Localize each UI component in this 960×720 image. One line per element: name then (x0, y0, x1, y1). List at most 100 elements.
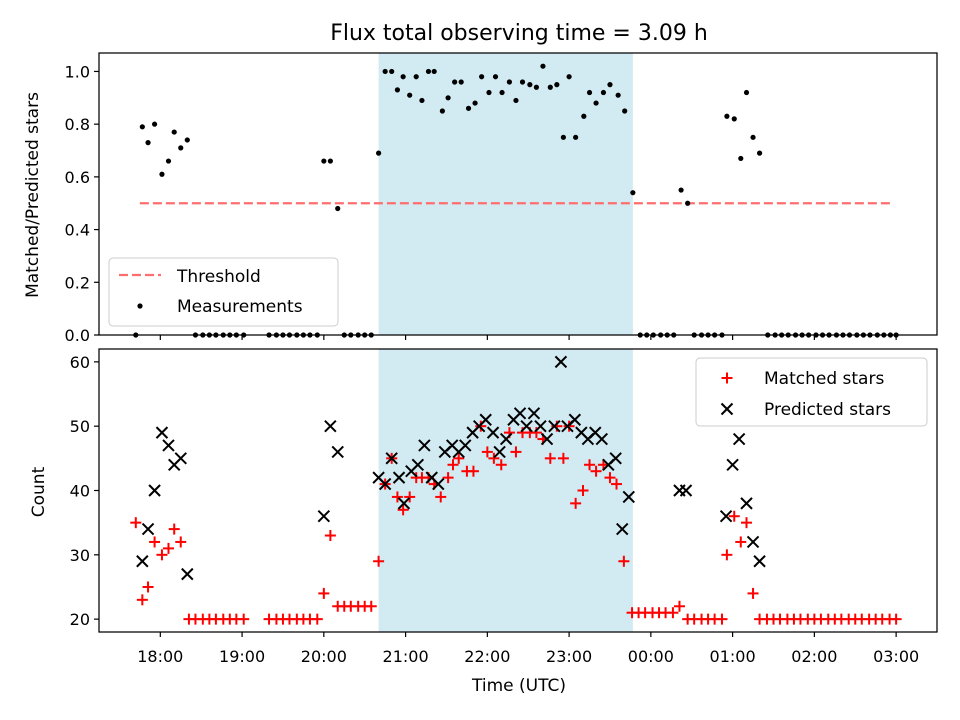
measurement-point (519, 79, 526, 85)
matched-star-point (453, 452, 465, 464)
measurement-point (527, 82, 533, 88)
matched-star-point (735, 536, 747, 548)
predicted-star-point-b (513, 407, 527, 420)
predicted-star-point-b (155, 426, 169, 439)
matched-star-point (673, 600, 685, 612)
matched-star-point (238, 613, 250, 625)
predicted-star-point (136, 555, 149, 568)
predicted-star-point-b (445, 439, 459, 452)
matched-star-point (563, 420, 575, 432)
predicted-star-point (148, 484, 161, 497)
matched-star-point (142, 581, 154, 593)
matched-star-point (481, 446, 493, 458)
matched-star-point (611, 478, 623, 490)
top-legend: Threshold Measurements (108, 257, 339, 327)
legend-box (695, 357, 928, 427)
measurement-point (184, 137, 190, 143)
predicted-star-point (459, 439, 472, 452)
predicted-star-point-b (548, 419, 561, 433)
top-plot-frame (98, 52, 938, 336)
predicted-star-point-b (136, 555, 149, 568)
predicted-star-point-b (493, 445, 506, 459)
predicted-star-point (324, 419, 337, 433)
measurement-point (513, 97, 519, 104)
matched-star-point (318, 587, 330, 599)
predicted-star-point (432, 477, 445, 491)
legend-measurements-label: Measurements (177, 297, 303, 317)
matched-star-point (373, 555, 385, 567)
predicted-star-point-b (148, 484, 161, 497)
y-tick-label: 40 (70, 482, 90, 501)
predicted-star-point-b (418, 439, 431, 452)
x-tick-label: 18:00 (137, 647, 183, 666)
predicted-star-point (141, 522, 155, 536)
matched-star-point (324, 530, 336, 542)
y-tick-label: 50 (70, 417, 90, 436)
predicted-star-point-b (719, 510, 733, 523)
y-tick-label: 0.8 (65, 115, 90, 134)
predicted-star-point (527, 407, 541, 420)
predicted-star-point (378, 477, 392, 491)
predicted-star-point (595, 432, 609, 446)
y-tick-label: 20 (70, 610, 90, 629)
measurement-point (376, 150, 382, 156)
predicted-star-point-b (317, 510, 331, 523)
predicted-star-point-b (595, 432, 609, 446)
measurement-point (382, 68, 388, 75)
predicted-star-point (397, 497, 411, 510)
legend-box (108, 257, 339, 327)
measurement-point (685, 200, 691, 206)
legend-predicted-swatch (720, 402, 734, 416)
predicted-star-point (679, 484, 693, 497)
matched-star-point (156, 549, 168, 561)
predicted-star-point-b (397, 497, 411, 510)
predicted-star-point-b (527, 407, 541, 420)
predicted-star-point-b (679, 484, 693, 497)
predicted-star-point-b (746, 535, 760, 549)
measurement-point (581, 113, 587, 119)
predicted-star-point-b (534, 419, 547, 433)
measurement-point (407, 92, 413, 98)
measurement-point (560, 134, 566, 140)
measurement-point (499, 89, 505, 96)
matched-star-point (442, 472, 454, 484)
matched-star-point (467, 465, 479, 477)
y-tick-label: 0.0 (65, 326, 90, 345)
predicted-star-point (317, 510, 331, 523)
measurement-point (178, 145, 184, 151)
matched-star-point (365, 600, 377, 612)
measurement-point (413, 74, 419, 80)
predicted-star-point-b (732, 432, 746, 446)
x-tick-label: 21:00 (383, 647, 429, 666)
measurement-point (586, 89, 593, 96)
matched-star-point (584, 459, 596, 471)
predicted-star-point-b (499, 432, 513, 446)
matched-star-point (391, 491, 403, 503)
predicted-star-point-b (459, 439, 472, 452)
y-tick-label: 0.6 (65, 168, 90, 187)
measurement-point (171, 129, 177, 135)
bottom-y-axis-ticks: 20 30 40 50 60 (70, 353, 99, 629)
matched-star-point (510, 446, 522, 458)
predicted-star-point-b (540, 432, 554, 446)
chart-title: Flux total observing time = 3.09 h (330, 21, 708, 46)
predicted-star-point-b (425, 471, 438, 484)
predicted-star-point-b (479, 413, 492, 426)
matched-star-point (721, 549, 733, 561)
predicted-star-point-b (616, 522, 629, 536)
predicted-star-point (331, 445, 344, 459)
matched-star-point (175, 536, 187, 548)
measurement-point (750, 134, 756, 140)
matched-star-point (544, 452, 556, 464)
matched-star-point (162, 542, 174, 554)
measurement-point (159, 171, 165, 177)
measurement-point (678, 187, 684, 193)
predicted-star-point (155, 426, 169, 439)
measurement-point (600, 89, 607, 96)
top-x-axis-ticks (159, 335, 897, 340)
predicted-star-point (732, 432, 746, 446)
y-tick-label: 0.4 (65, 221, 90, 240)
predicted-star-point (499, 432, 513, 446)
measurement-point (743, 89, 750, 96)
measurement-point (335, 205, 341, 212)
